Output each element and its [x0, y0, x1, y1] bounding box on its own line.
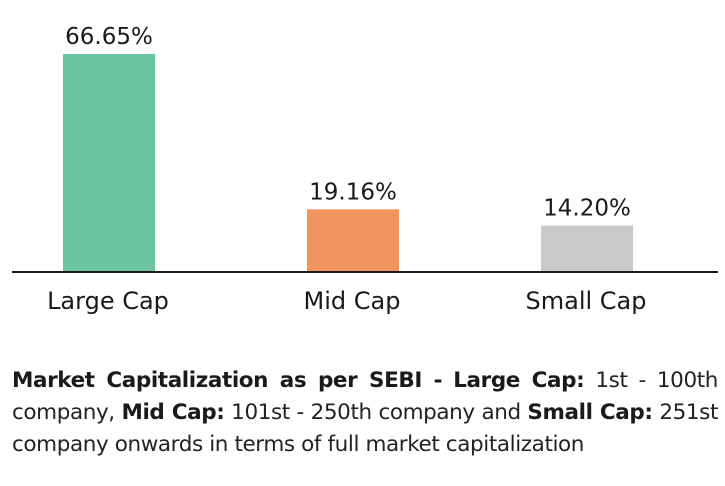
bar-mid-cap [307, 209, 399, 272]
bar-small-cap [541, 225, 633, 272]
bars-group [63, 54, 633, 272]
bar-chart: 66.65% Large Cap 19.16% Mid Cap 14.20% Small … [12, 24, 718, 315]
labels-group: 66.65% Large Cap 19.16% Mid Cap 14.20% Small … [47, 24, 646, 315]
category-label-large-cap: Large Cap [47, 287, 169, 315]
large-cap-desc: 1st - 100th company, [12, 368, 718, 425]
footnote-lead: Market Capitalization as per SEBI - [12, 368, 443, 393]
category-label-mid-cap: Mid Cap [304, 287, 401, 315]
small-cap-desc: 251st company onwards in terms of full m… [12, 400, 718, 457]
category-label-small-cap: Small Cap [526, 287, 647, 315]
footnote: Market Capitalization as per SEBI - Larg… [12, 365, 718, 461]
data-label-small-cap: 14.20% [543, 196, 631, 222]
large-cap-term: Large Cap: [453, 368, 585, 393]
mid-cap-desc: 101st - 250th company and [231, 400, 521, 425]
mid-cap-term: Mid Cap: [121, 400, 225, 425]
bar-large-cap [63, 54, 155, 272]
data-label-mid-cap: 19.16% [309, 179, 397, 205]
small-cap-term: Small Cap: [527, 400, 653, 425]
data-label-large-cap: 66.65% [65, 24, 153, 50]
